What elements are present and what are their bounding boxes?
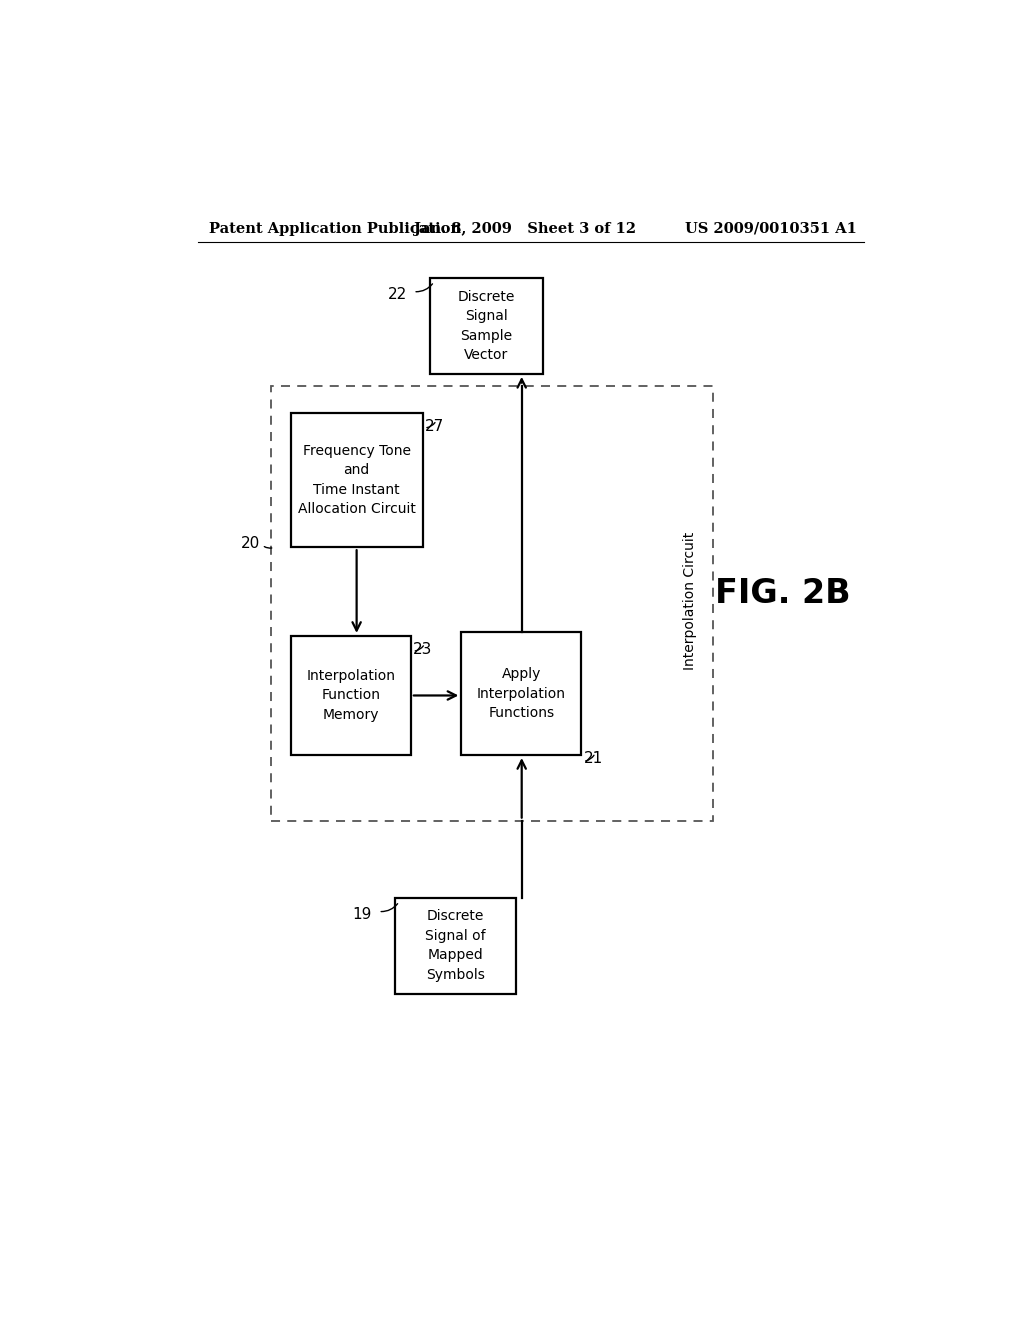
Polygon shape: [461, 632, 582, 755]
Text: Apply
Interpolation
Functions: Apply Interpolation Functions: [477, 667, 566, 719]
Text: Discrete
Signal of
Mapped
Symbols: Discrete Signal of Mapped Symbols: [425, 909, 485, 982]
Polygon shape: [291, 636, 411, 755]
Text: Discrete
Signal
Sample
Vector: Discrete Signal Sample Vector: [458, 289, 515, 362]
Text: Jan. 8, 2009   Sheet 3 of 12: Jan. 8, 2009 Sheet 3 of 12: [414, 222, 636, 235]
Polygon shape: [430, 277, 543, 374]
Text: Interpolation Circuit: Interpolation Circuit: [683, 532, 697, 671]
Text: US 2009/0010351 A1: US 2009/0010351 A1: [685, 222, 856, 235]
Polygon shape: [291, 412, 423, 548]
Text: 19: 19: [352, 907, 372, 921]
Text: 20: 20: [242, 536, 260, 550]
Text: FIG. 2B: FIG. 2B: [715, 577, 851, 610]
Polygon shape: [271, 385, 713, 821]
Text: Frequency Tone
and
Time Instant
Allocation Circuit: Frequency Tone and Time Instant Allocati…: [298, 444, 416, 516]
Text: Patent Application Publication: Patent Application Publication: [209, 222, 462, 235]
Polygon shape: [395, 898, 515, 994]
Text: Interpolation
Function
Memory: Interpolation Function Memory: [306, 669, 395, 722]
Text: 23: 23: [414, 642, 432, 657]
Text: 27: 27: [425, 418, 444, 434]
Text: 22: 22: [388, 286, 407, 302]
Text: 21: 21: [584, 751, 603, 767]
